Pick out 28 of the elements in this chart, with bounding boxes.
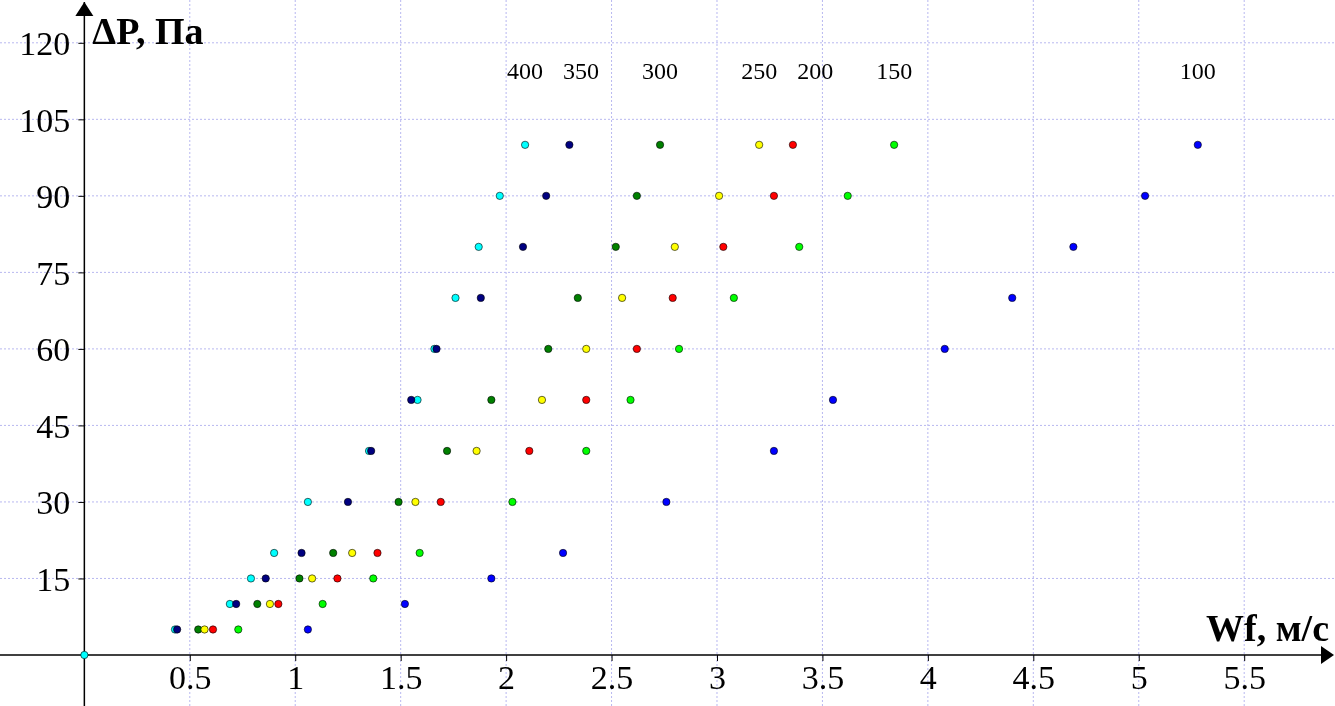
text: 300 <box>642 57 679 84</box>
text: 150 <box>876 57 913 84</box>
text: 100 <box>1179 57 1216 84</box>
text: 350 <box>563 57 600 84</box>
x-tick-label: 4 <box>919 659 937 697</box>
x-tick-label: 5 <box>1130 659 1148 697</box>
y-tick-label: 120 <box>19 25 71 63</box>
y-tick-label: 30 <box>36 484 71 522</box>
y-tick-label: 75 <box>36 254 71 292</box>
y-tick-label: 60 <box>36 331 71 369</box>
y-tick-label: 45 <box>36 407 71 445</box>
x-tick-label: 2 <box>498 659 516 697</box>
y-tick-label: 105 <box>19 101 71 139</box>
y-axis-title: ΔP, Па <box>92 10 204 52</box>
x-axis-title: Wf, м/с <box>1206 606 1329 649</box>
x-tick-label: 5.5 <box>1223 659 1266 697</box>
x-tick-label: 0.5 <box>169 659 212 697</box>
x-tick-label: 3.5 <box>801 659 845 697</box>
text: 250 <box>741 57 778 84</box>
x-tick-label: 2.5 <box>590 659 634 697</box>
x-tick-label: 4.5 <box>1012 659 1056 697</box>
x-tick-label: 3 <box>708 659 726 697</box>
text: 200 <box>797 57 834 84</box>
y-tick-label: 15 <box>36 560 71 598</box>
text: 400 <box>507 57 544 84</box>
y-tick-label: 90 <box>36 178 71 216</box>
x-tick-label: 1.5 <box>379 659 423 697</box>
x-tick-label: 1 <box>287 659 305 697</box>
